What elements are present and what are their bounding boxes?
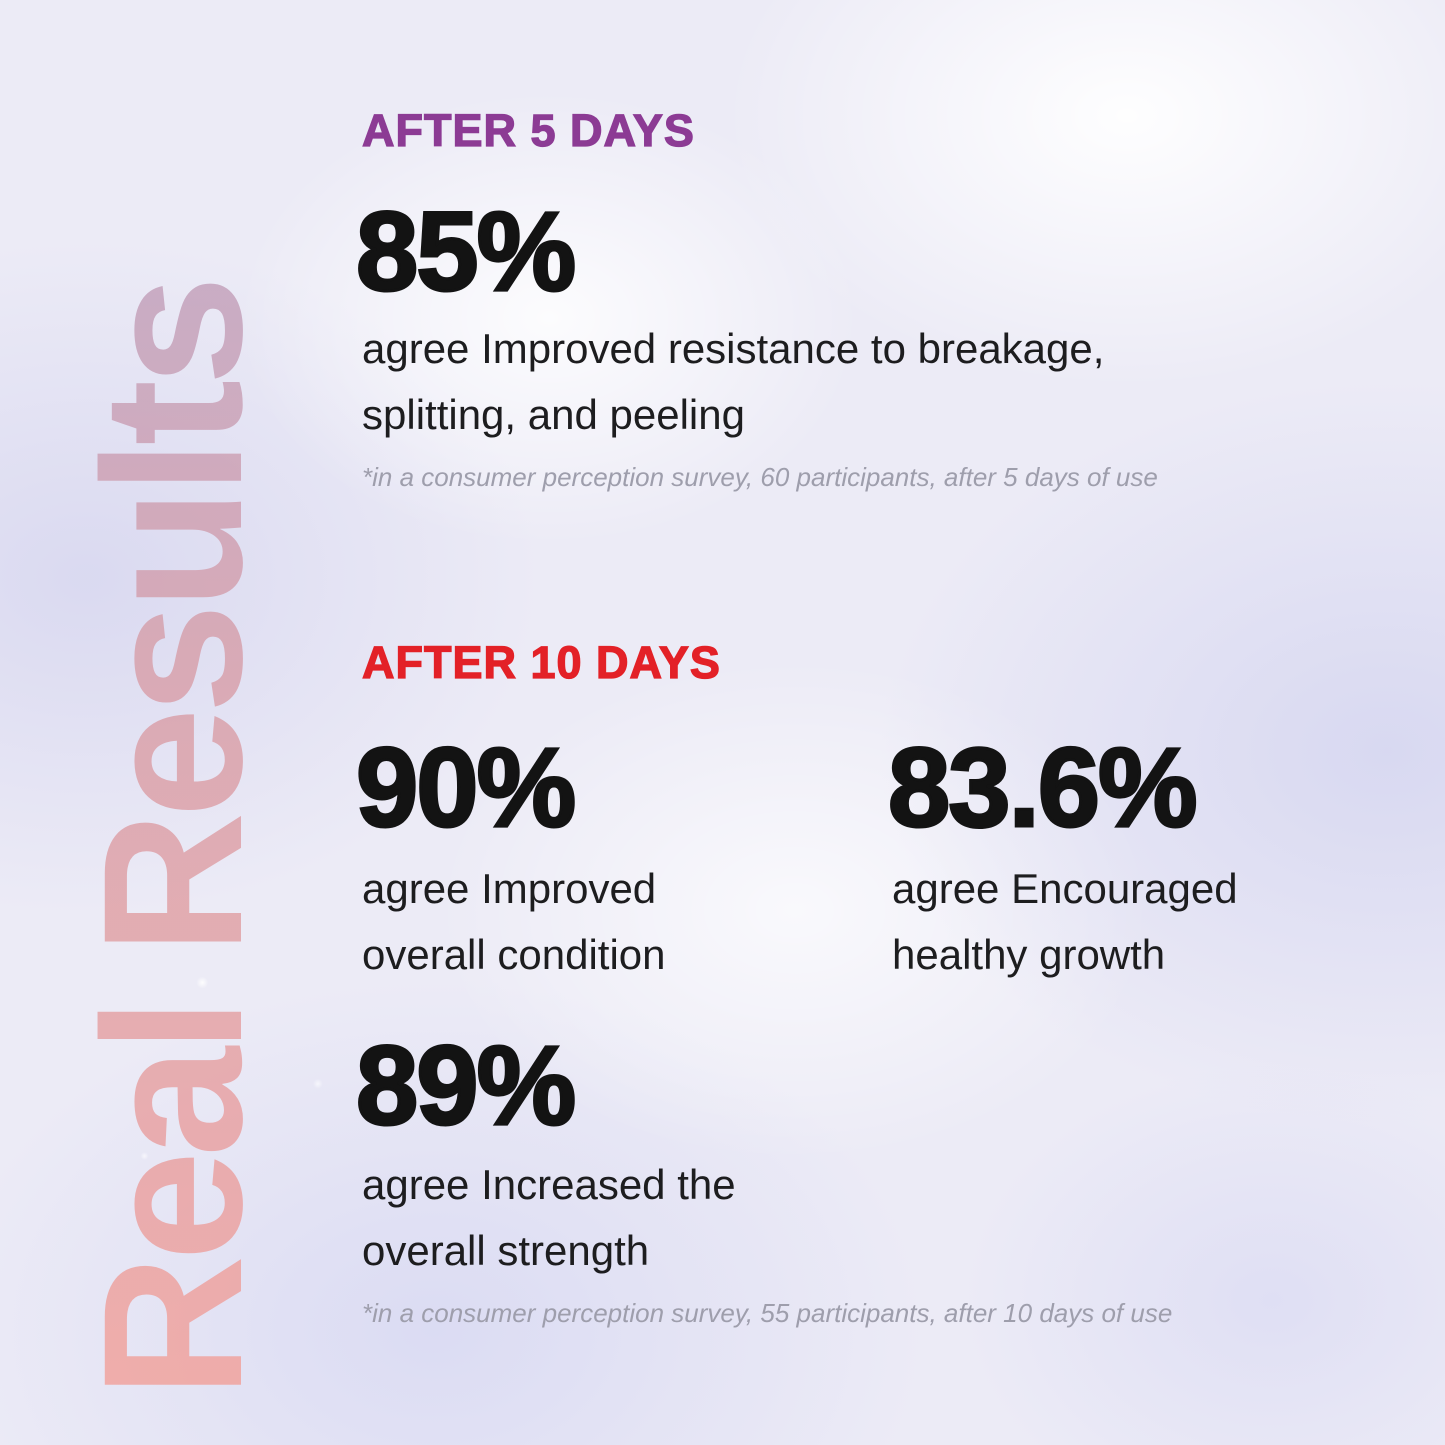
stat-89-value: 89% — [354, 1023, 577, 1148]
stat-90-desc-line-1: agree Improved — [362, 865, 657, 912]
stat-83-6-desc-line-2: healthy growth — [892, 930, 1166, 978]
stat-83-6-value: 83.6% — [887, 725, 1200, 850]
after-5-days-heading: AFTER 5 DAYS — [361, 105, 695, 156]
stat-90-description: agree Improved overall condition — [362, 856, 666, 987]
stat-83-6-desc-line-1: agree Encouraged — [892, 865, 1238, 912]
stat-90-value: 90% — [354, 725, 577, 850]
stat-89-desc-line-2: overall strength — [362, 1226, 650, 1274]
stat-85-desc-line-1: agree Improved resistance to breakage, — [362, 325, 1105, 372]
stat-83-6-description: agree Encouraged healthy growth — [892, 856, 1238, 987]
stat-90-desc-line-2: overall condition — [362, 930, 666, 978]
stat-89-description: agree Increased the overall strength — [362, 1152, 736, 1283]
stat-89-desc-line-1: agree Increased the — [362, 1161, 736, 1208]
after-10-days-footnote: *in a consumer perception survey, 55 par… — [362, 1298, 1173, 1328]
after-10-days-heading: AFTER 10 DAYS — [361, 637, 721, 688]
after-5-days-footnote: *in a consumer perception survey, 60 par… — [362, 462, 1158, 492]
stat-85-value: 85% — [354, 189, 577, 314]
vertical-title: Real Results — [62, 86, 283, 1398]
stat-85-description: agree Improved resistance to breakage, s… — [362, 316, 1104, 447]
stat-85-desc-line-2: splitting, and peeling — [362, 390, 745, 438]
